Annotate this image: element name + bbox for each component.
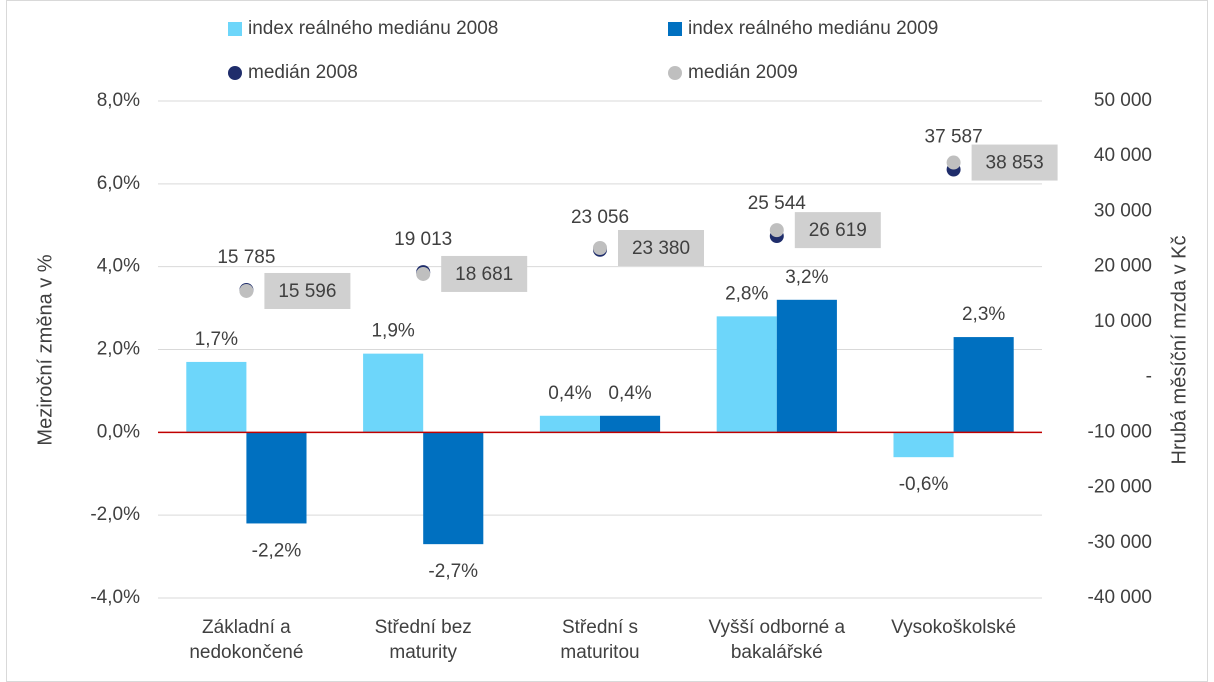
bar-value-label: -2,7% [428,561,478,582]
bar-value-label: 0,4% [608,383,651,404]
bar-value-label: 2,8% [725,283,768,304]
marker-value-label: 18 681 [455,264,513,285]
legend-swatch [668,22,682,36]
marker-value-label: 37 587 [925,127,983,148]
x-tick-label: Vyšší odborné a [708,617,845,638]
y2-tick-label: 10 000 [1094,311,1152,332]
marker-value-label: 19 013 [394,229,452,250]
x-tick-label: Střední s [562,617,638,638]
bar-value-label: 3,2% [785,267,828,288]
y-tick-label: -4,0% [90,587,140,608]
marker-value-label: 25 544 [748,193,807,214]
x-tick-label: bakalářské [731,642,823,663]
bar [363,353,424,433]
marker-value-label: 23 380 [632,238,690,259]
bar-value-label: -2,2% [252,540,302,561]
x-tick-label: Vysokoškolské [891,617,1016,638]
label-box [441,255,528,292]
label-box [971,144,1058,181]
bar [539,415,600,433]
y2-tick-label: 20 000 [1094,256,1152,277]
y-tick-label: 0,0% [97,421,140,442]
y2-tick-label: 40 000 [1094,145,1152,166]
legend-label: medián 2009 [688,62,798,83]
marker [769,223,784,238]
bar-value-label: 2,3% [962,304,1005,325]
legend-swatch [228,66,242,80]
marker-value-label: 15 596 [278,281,336,302]
bar [953,337,1014,433]
label-box [618,230,704,267]
bar-value-label: 0,4% [548,383,591,404]
y2-tick-label: -40 000 [1088,587,1152,608]
x-tick-label: maturitou [560,642,639,663]
y2-tick-label: 50 000 [1094,90,1152,111]
x-tick-label: Základní a [202,617,291,638]
marker-value-label: 38 853 [986,153,1044,174]
legend-swatch [668,66,682,80]
bar-value-label: 1,9% [371,321,414,342]
marker-value-label: 26 619 [809,220,867,241]
y2-axis-title: Hrubá měsíční mzda v Kč [1168,236,1190,465]
legend-label: index reálného mediánu 2008 [248,18,498,39]
marker [946,155,961,170]
y-tick-label: 2,0% [97,339,140,360]
marker-value-label: 23 056 [571,207,629,228]
label-box [794,212,881,249]
y-tick-label: 6,0% [97,173,140,194]
bar-value-label: 1,7% [195,329,238,350]
bar [776,299,837,433]
legend-swatch [228,22,242,36]
x-tick-label: Střední bez [375,617,472,638]
y-tick-label: 4,0% [97,256,140,277]
y2-tick-label: 30 000 [1094,200,1152,221]
chart-frame [6,0,1208,682]
y2-tick-label: -30 000 [1088,532,1152,553]
y2-tick-label: - [1146,366,1152,387]
marker [239,283,254,298]
marker-value-label: 15 785 [217,247,275,268]
marker [593,241,607,256]
label-box [264,272,351,309]
y-tick-label: 8,0% [97,90,140,111]
bar [186,361,247,433]
marker [416,266,431,281]
x-tick-label: maturity [389,642,457,663]
y-axis-title: Meziroční změna v % [34,254,56,445]
bar-value-label: -0,6% [899,474,949,495]
bar [893,432,954,458]
x-tick-label: nedokončené [189,642,303,663]
bar [246,432,307,524]
y-tick-label: -2,0% [90,504,140,525]
y2-tick-label: -10 000 [1088,421,1152,442]
bar [600,415,661,433]
y2-tick-label: -20 000 [1088,477,1152,498]
bar [716,316,777,433]
bar [423,432,484,545]
legend-label: index reálného mediánu 2009 [688,18,938,39]
legend-label: medián 2008 [248,62,358,83]
